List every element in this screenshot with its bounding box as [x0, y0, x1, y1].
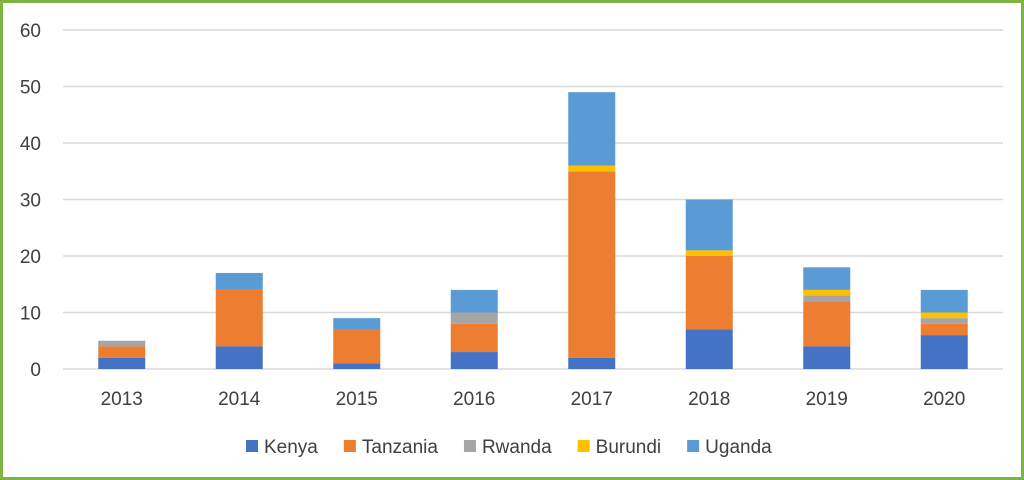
y-tick-label: 0 — [30, 360, 41, 381]
x-tick-label: 2013 — [101, 389, 143, 410]
bar-segment-uganda — [803, 267, 851, 290]
bar-segment-uganda — [920, 289, 968, 313]
bar-segment-tanzania — [98, 346, 146, 358]
bar-segment-uganda — [333, 318, 381, 330]
bar-segment-kenya — [450, 352, 498, 369]
bar-segment-burundi — [568, 165, 616, 172]
bar-segment-kenya — [333, 363, 381, 369]
x-tick-label: 2016 — [453, 389, 495, 410]
legend-label-burundi: Burundi — [596, 437, 662, 458]
x-tick-label: 2018 — [688, 389, 730, 410]
bar-segment-tanzania — [333, 329, 381, 364]
legend-swatch-tanzania — [343, 440, 356, 452]
bar-segment-kenya — [215, 346, 263, 369]
bar-segment-uganda — [450, 289, 498, 313]
legend-swatch-burundi — [577, 440, 590, 452]
bar-segment-uganda — [685, 199, 733, 251]
legend-label-kenya: Kenya — [264, 437, 318, 458]
x-tick-label: 2019 — [806, 389, 848, 410]
y-tick-label: 10 — [20, 304, 41, 325]
legend-label-rwanda: Rwanda — [482, 437, 552, 458]
bar-segment-burundi — [685, 250, 733, 256]
bar-segment-tanzania — [215, 289, 263, 347]
bar-segment-kenya — [803, 346, 851, 369]
bar-segment-kenya — [98, 357, 146, 369]
bar-segment-rwanda — [98, 340, 146, 347]
bar-segment-rwanda — [803, 295, 851, 302]
bar-segment-uganda — [215, 272, 263, 290]
bar-segment-burundi — [803, 289, 851, 296]
legend-label-tanzania: Tanzania — [362, 437, 438, 458]
stacked-bar-chart: 0 10 20 30 40 50 60 2013 2014 2015 2016 2017 2018 201… — [20, 21, 1003, 458]
x-tick-label: 2020 — [923, 389, 965, 410]
y-tick-label: 20 — [20, 247, 41, 268]
bar-segment-kenya — [920, 335, 968, 369]
bar-segment-tanzania — [450, 323, 498, 353]
y-tick-label: 60 — [20, 21, 41, 42]
bar-segment-tanzania — [920, 323, 968, 336]
bar-segment-tanzania — [803, 301, 851, 347]
bar-segment-rwanda — [450, 312, 498, 324]
x-tick-label: 2014 — [218, 389, 261, 410]
bar-segment-kenya — [568, 357, 616, 369]
bar-segment-uganda — [568, 92, 616, 166]
bar-segment-burundi — [920, 312, 968, 319]
bar-segment-kenya — [685, 329, 733, 369]
bar-segment-rwanda — [920, 318, 968, 324]
y-tick-label: 50 — [20, 78, 41, 99]
legend-swatch-kenya — [246, 440, 258, 452]
y-tick-label: 40 — [20, 134, 41, 155]
x-tick-label: 2015 — [336, 389, 378, 410]
x-tick-label: 2017 — [571, 389, 613, 410]
legend-swatch-uganda — [687, 440, 700, 452]
legend-swatch-rwanda — [463, 440, 476, 452]
bar-segment-tanzania — [685, 256, 733, 330]
legend-label-uganda: Uganda — [705, 437, 772, 458]
bar-segment-tanzania — [568, 171, 616, 358]
y-tick-label: 30 — [20, 191, 41, 212]
